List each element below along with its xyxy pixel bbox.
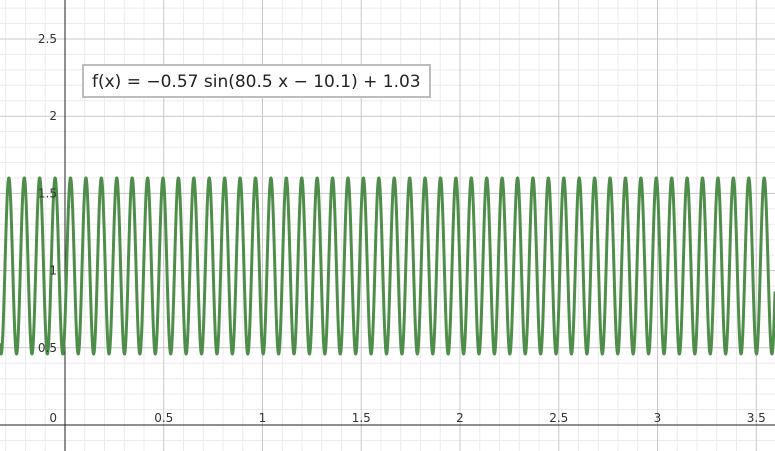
function-formula-label[interactable]: f(x) = −0.57 sin(80.5 x − 10.1) + 1.03 <box>82 64 431 98</box>
x-tick-label: 3 <box>654 411 662 425</box>
x-tick-label: 2 <box>456 411 464 425</box>
function-curve <box>0 176 775 356</box>
y-tick-label: 1 <box>49 264 57 278</box>
curve-layer <box>0 176 775 356</box>
formula-text: f(x) = −0.57 sin(80.5 x − 10.1) + 1.03 <box>92 72 421 92</box>
x-tick-label: 3.5 <box>747 411 766 425</box>
y-tick-label: 1.5 <box>38 186 57 200</box>
x-tick-label: 1 <box>259 411 267 425</box>
x-tick-label: 1.5 <box>352 411 371 425</box>
y-tick-label: 2 <box>49 109 57 123</box>
tick-labels: 0 0.5 1 1.5 2 2.5 3 3.5 0.5 1 1.5 2 2.5 <box>38 32 766 425</box>
x-tick-label: 2.5 <box>549 411 568 425</box>
y-tick-label: 2.5 <box>38 32 57 46</box>
x-tick-label: 0 <box>49 411 57 425</box>
y-tick-label: 0.5 <box>38 341 57 355</box>
x-tick-label: 0.5 <box>154 411 173 425</box>
